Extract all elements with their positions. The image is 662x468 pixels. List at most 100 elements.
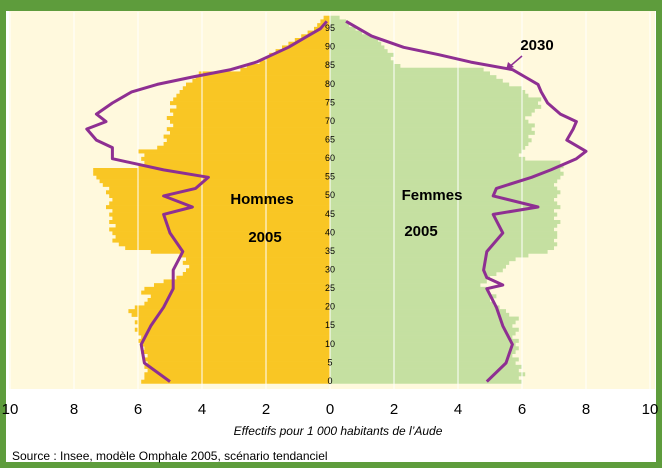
y-tick-label: 45 bbox=[325, 209, 335, 219]
bar bbox=[330, 142, 529, 147]
bar bbox=[138, 164, 330, 169]
y-tick-label: 70 bbox=[325, 116, 335, 126]
bar bbox=[330, 208, 554, 213]
annotation-arrowhead bbox=[506, 62, 514, 70]
bar bbox=[330, 15, 340, 20]
bar bbox=[330, 197, 554, 202]
bar bbox=[138, 324, 330, 329]
bar bbox=[275, 49, 330, 54]
bar bbox=[330, 283, 481, 288]
x-tick-label: 4 bbox=[454, 401, 462, 418]
y-tick-label: 0 bbox=[327, 376, 332, 386]
bar bbox=[109, 227, 330, 232]
bar bbox=[176, 104, 330, 109]
bar bbox=[330, 357, 519, 362]
bar bbox=[157, 145, 330, 150]
bar bbox=[189, 264, 330, 269]
bar bbox=[330, 171, 564, 176]
series-label: Hommes bbox=[230, 191, 293, 208]
y-tick-label: 10 bbox=[325, 339, 335, 349]
bar bbox=[330, 138, 532, 143]
bar bbox=[173, 123, 330, 128]
y-tick-label: 75 bbox=[325, 97, 335, 107]
bar bbox=[294, 38, 330, 43]
bar bbox=[330, 175, 561, 180]
bar bbox=[330, 364, 522, 369]
y-tick-label: 5 bbox=[327, 357, 332, 367]
bar bbox=[134, 327, 330, 332]
bar bbox=[330, 130, 535, 135]
bar bbox=[179, 253, 330, 258]
x-tick-label: 10 bbox=[2, 401, 19, 418]
bar bbox=[163, 134, 330, 139]
bar bbox=[128, 309, 330, 314]
bar bbox=[166, 138, 330, 143]
bar bbox=[330, 279, 487, 284]
projection-label: 2030 bbox=[520, 37, 553, 54]
bar bbox=[330, 93, 529, 98]
x-tick-label: 2 bbox=[390, 401, 398, 418]
bar bbox=[330, 194, 558, 199]
bar bbox=[330, 156, 526, 161]
y-tick-label: 15 bbox=[325, 320, 335, 330]
bar bbox=[182, 272, 330, 277]
bar bbox=[109, 220, 330, 225]
y-tick-label: 65 bbox=[325, 135, 335, 145]
y-tick-label: 90 bbox=[325, 42, 335, 52]
bar bbox=[246, 64, 330, 69]
bar bbox=[93, 168, 330, 173]
bar bbox=[330, 78, 503, 83]
bar bbox=[330, 320, 516, 325]
bar bbox=[134, 305, 330, 310]
bar bbox=[330, 82, 510, 87]
top-band bbox=[3, 3, 659, 11]
bar bbox=[109, 201, 330, 206]
bar bbox=[112, 216, 331, 221]
bar bbox=[176, 275, 330, 280]
bar bbox=[330, 253, 529, 258]
bar bbox=[144, 372, 330, 377]
bar bbox=[330, 71, 490, 76]
bar bbox=[112, 208, 331, 213]
bar bbox=[144, 301, 330, 306]
bar bbox=[330, 90, 526, 95]
bar bbox=[330, 275, 490, 280]
bar bbox=[141, 350, 330, 355]
bar bbox=[330, 205, 561, 210]
bar bbox=[330, 64, 401, 69]
bar bbox=[138, 338, 330, 343]
bar bbox=[147, 298, 330, 303]
y-tick-label: 85 bbox=[325, 60, 335, 70]
bar bbox=[330, 342, 516, 347]
bar bbox=[330, 372, 526, 377]
bar bbox=[330, 376, 519, 381]
bar bbox=[330, 60, 394, 65]
bar bbox=[118, 242, 330, 247]
bar bbox=[330, 67, 484, 72]
bar bbox=[259, 60, 330, 65]
bar bbox=[198, 71, 330, 76]
bar bbox=[138, 149, 330, 154]
y-tick-label: 60 bbox=[325, 153, 335, 163]
source: Source : Insee, modèle Omphale 2005, scé… bbox=[12, 449, 328, 463]
bar bbox=[330, 119, 529, 124]
bar bbox=[330, 227, 554, 232]
bar bbox=[182, 86, 330, 91]
y-tick-label: 95 bbox=[325, 23, 335, 33]
bar bbox=[330, 220, 561, 225]
bar bbox=[170, 101, 330, 106]
bar bbox=[330, 26, 356, 31]
bar bbox=[330, 264, 506, 269]
x-tick-label: 8 bbox=[70, 401, 78, 418]
bar bbox=[330, 168, 561, 173]
bar bbox=[166, 116, 330, 121]
x-tick-label: 10 bbox=[642, 401, 659, 418]
bar bbox=[330, 149, 522, 154]
bar bbox=[131, 312, 330, 317]
bar bbox=[125, 246, 330, 251]
bar bbox=[154, 283, 330, 288]
bar bbox=[330, 190, 561, 195]
bar bbox=[330, 123, 535, 128]
bar bbox=[330, 116, 526, 121]
bar bbox=[106, 205, 330, 210]
